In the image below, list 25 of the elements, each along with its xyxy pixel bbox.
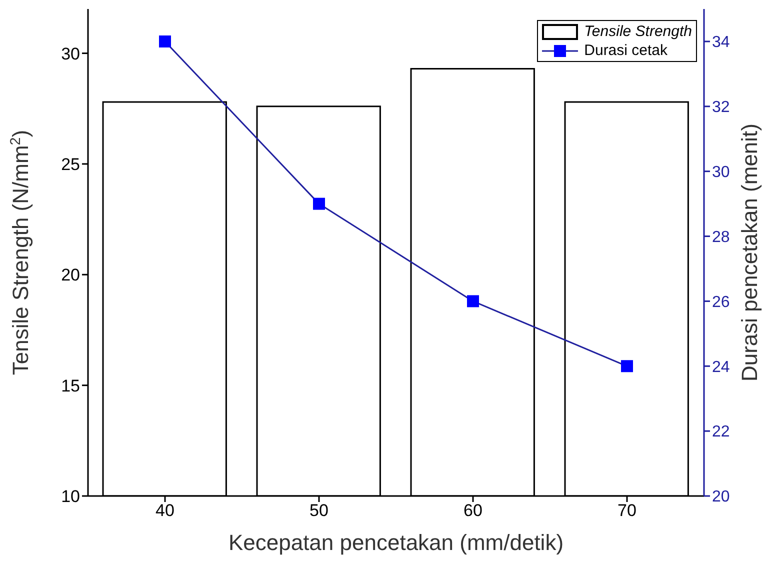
y2-axis-title: Durasi pencetakan (menit) [737, 123, 762, 382]
x-tick-label: 50 [310, 501, 328, 520]
legend-label: Durasi cetak [584, 41, 668, 60]
point [467, 295, 479, 308]
y-tick-label: 15 [61, 376, 80, 396]
x-tick-label: 40 [156, 501, 174, 520]
y-tick-label: 10 [61, 487, 80, 506]
y2-tick-label: 20 [712, 488, 730, 506]
x-axis-title: Kecepatan pencetakan (mm/detik) [228, 530, 564, 555]
y2-tick-label: 24 [712, 358, 730, 376]
y2-tick-label: 32 [712, 99, 730, 116]
point [313, 198, 325, 210]
y2-tick-label: 26 [712, 294, 730, 311]
y2-tick-label: 34 [712, 34, 730, 52]
legend-label: Tensile Strength [584, 22, 692, 41]
y2-tick-label: 22 [712, 424, 730, 441]
y2-tick-label: 30 [712, 164, 730, 182]
y-tick-label: 20 [61, 266, 80, 285]
point [159, 35, 171, 48]
x-tick-label: 70 [618, 501, 636, 520]
y-tick-label: 30 [61, 44, 80, 64]
x-tick-label: 60 [464, 501, 482, 520]
y2-tick-label: 28 [712, 228, 730, 246]
y-tick-label: 25 [61, 154, 80, 174]
point [621, 360, 633, 372]
